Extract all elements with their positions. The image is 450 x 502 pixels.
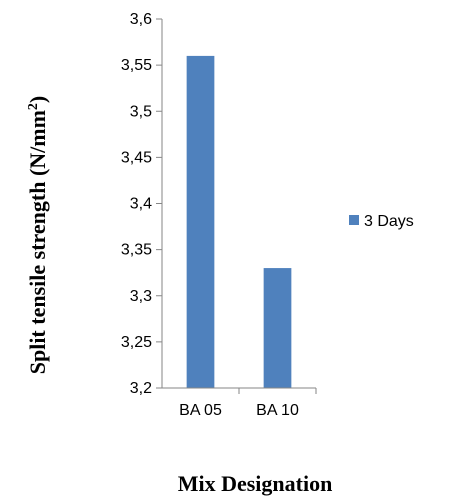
bar-ba-10 bbox=[263, 268, 292, 388]
y-tick-label: 3,25 bbox=[121, 334, 152, 351]
x-axis-tick-labels: BA 05 BA 10 bbox=[179, 388, 317, 419]
y-tick-label: 3,35 bbox=[121, 242, 152, 259]
x-tick-label: BA 10 bbox=[256, 402, 299, 419]
legend: 3 Days bbox=[349, 213, 414, 230]
y-axis-title: Split tensile strength (N/mm2) bbox=[25, 96, 50, 375]
x-tick-label: BA 05 bbox=[179, 402, 222, 419]
y-tick-label: 3,5 bbox=[130, 103, 152, 120]
y-tick-label: 3,4 bbox=[130, 196, 152, 213]
legend-swatch bbox=[349, 215, 359, 225]
bar-ba-05 bbox=[186, 55, 215, 389]
y-tick-label: 3,2 bbox=[130, 380, 152, 397]
y-tick-label: 3,6 bbox=[130, 11, 152, 28]
legend-label-3-days: 3 Days bbox=[364, 213, 414, 230]
y-tick-label: 3,55 bbox=[121, 57, 152, 74]
y-tick-label: 3,3 bbox=[130, 288, 152, 305]
y-tick-label: 3,45 bbox=[121, 149, 152, 166]
x-axis-title: Mix Designation bbox=[178, 471, 333, 496]
y-axis-ticks: 3,2 3,25 3,3 3,35 3,4 3,45 3,5 3,55 3,6 bbox=[121, 11, 162, 397]
bars bbox=[186, 55, 292, 389]
